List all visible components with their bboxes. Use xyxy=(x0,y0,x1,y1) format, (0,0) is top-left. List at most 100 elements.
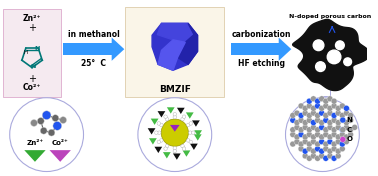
Circle shape xyxy=(161,119,188,146)
Text: in methanol: in methanol xyxy=(68,30,119,39)
Circle shape xyxy=(290,132,296,137)
Circle shape xyxy=(335,153,341,159)
Polygon shape xyxy=(157,23,194,42)
Circle shape xyxy=(323,146,329,152)
Polygon shape xyxy=(231,43,280,55)
Circle shape xyxy=(307,141,312,147)
Circle shape xyxy=(327,148,333,154)
Polygon shape xyxy=(186,112,194,119)
Circle shape xyxy=(60,117,67,123)
Circle shape xyxy=(302,139,308,145)
Circle shape xyxy=(348,117,353,123)
Circle shape xyxy=(294,120,300,125)
Circle shape xyxy=(327,139,333,145)
Text: H: H xyxy=(24,50,28,55)
Circle shape xyxy=(164,147,167,150)
Circle shape xyxy=(302,153,308,159)
Circle shape xyxy=(339,112,345,118)
Circle shape xyxy=(294,139,300,145)
Circle shape xyxy=(331,155,337,161)
Circle shape xyxy=(314,155,321,161)
Polygon shape xyxy=(173,153,181,160)
Polygon shape xyxy=(148,128,155,134)
Circle shape xyxy=(310,139,316,145)
Circle shape xyxy=(186,123,190,127)
Circle shape xyxy=(314,112,321,118)
Circle shape xyxy=(307,132,312,137)
Circle shape xyxy=(298,112,304,118)
Circle shape xyxy=(348,127,353,133)
Circle shape xyxy=(316,62,325,71)
Circle shape xyxy=(327,96,333,102)
Circle shape xyxy=(344,134,349,140)
Circle shape xyxy=(302,105,308,111)
Circle shape xyxy=(53,121,62,130)
Circle shape xyxy=(327,105,333,111)
Circle shape xyxy=(302,120,308,125)
Circle shape xyxy=(344,120,349,125)
Circle shape xyxy=(10,98,84,172)
Circle shape xyxy=(340,137,346,142)
FancyBboxPatch shape xyxy=(3,9,61,97)
Circle shape xyxy=(331,146,337,152)
Polygon shape xyxy=(190,144,198,150)
Circle shape xyxy=(344,139,349,145)
Circle shape xyxy=(298,141,304,147)
Circle shape xyxy=(294,124,300,130)
Circle shape xyxy=(335,148,341,154)
Polygon shape xyxy=(279,37,291,61)
Circle shape xyxy=(31,120,37,126)
Circle shape xyxy=(40,127,47,134)
Circle shape xyxy=(189,131,192,134)
Circle shape xyxy=(37,118,44,124)
Circle shape xyxy=(294,134,300,140)
Text: +: + xyxy=(28,74,36,84)
Circle shape xyxy=(307,155,312,161)
Circle shape xyxy=(173,149,177,153)
Polygon shape xyxy=(151,119,158,125)
Circle shape xyxy=(319,139,325,145)
Circle shape xyxy=(160,139,163,142)
Circle shape xyxy=(310,105,316,111)
Text: HF etching: HF etching xyxy=(238,59,285,68)
Circle shape xyxy=(164,115,167,118)
Circle shape xyxy=(307,146,312,152)
Circle shape xyxy=(298,146,304,152)
Circle shape xyxy=(335,110,341,116)
Text: N: N xyxy=(30,64,36,69)
Circle shape xyxy=(48,129,55,136)
Circle shape xyxy=(352,124,358,130)
Circle shape xyxy=(165,117,169,121)
Circle shape xyxy=(323,112,329,118)
Circle shape xyxy=(189,140,192,144)
Circle shape xyxy=(327,50,341,64)
Polygon shape xyxy=(178,23,198,64)
Circle shape xyxy=(182,115,186,118)
Text: carbonization: carbonization xyxy=(231,30,291,39)
Circle shape xyxy=(323,117,329,123)
Circle shape xyxy=(298,117,304,123)
Circle shape xyxy=(327,124,333,130)
Polygon shape xyxy=(170,125,180,132)
Circle shape xyxy=(331,117,337,123)
Circle shape xyxy=(307,117,312,123)
Circle shape xyxy=(344,110,349,116)
Circle shape xyxy=(173,112,177,116)
Circle shape xyxy=(339,117,345,123)
Circle shape xyxy=(319,134,325,140)
Circle shape xyxy=(181,144,184,148)
Polygon shape xyxy=(194,134,201,141)
Circle shape xyxy=(323,127,329,133)
Circle shape xyxy=(42,111,51,120)
Text: +: + xyxy=(28,23,36,33)
Circle shape xyxy=(335,134,341,140)
Polygon shape xyxy=(112,37,124,61)
Polygon shape xyxy=(24,150,46,162)
Circle shape xyxy=(302,110,308,116)
Circle shape xyxy=(319,148,325,154)
Circle shape xyxy=(323,132,329,137)
Circle shape xyxy=(323,103,329,109)
Circle shape xyxy=(285,98,359,172)
Text: BMZIF: BMZIF xyxy=(159,85,191,95)
Circle shape xyxy=(314,127,321,133)
